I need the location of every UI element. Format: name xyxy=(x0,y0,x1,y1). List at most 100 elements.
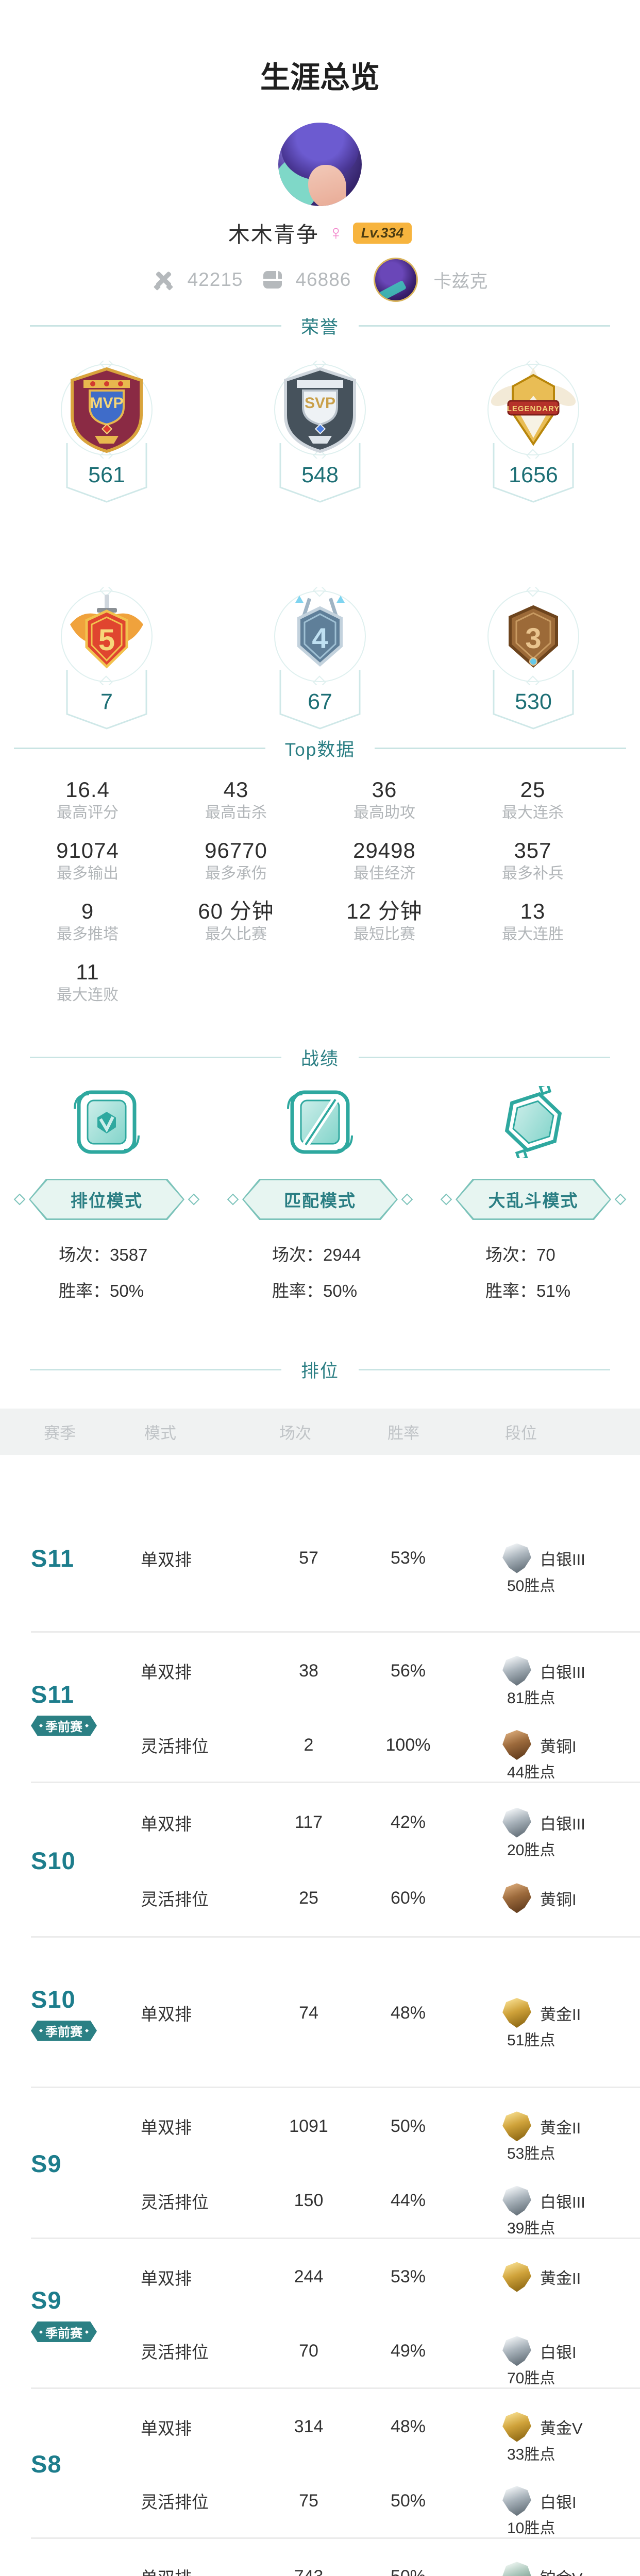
preseason-badge: 季前赛 xyxy=(31,2321,97,2342)
rank-cell: 黄金II 53胜点 xyxy=(460,2111,640,2162)
tier-name: 黄金II xyxy=(540,2119,581,2137)
ornament-circle xyxy=(274,361,366,459)
top-stat: 43 最高击杀 xyxy=(162,778,310,821)
winrate-line: 胜率：50% xyxy=(272,1281,358,1300)
top-stat: 96770 最多承伤 xyxy=(162,839,310,882)
table-row: 单双排 1091 50% 黄金II 53胜点 xyxy=(113,2090,640,2162)
games-cell: 75 xyxy=(299,2490,318,2511)
honor-count: 530 xyxy=(515,689,552,714)
col-mode: 模式 xyxy=(144,1424,176,1443)
gold-tier-icon xyxy=(502,2412,531,2442)
bronze-tier-icon xyxy=(502,1730,531,1760)
silver-tier-icon xyxy=(502,2185,531,2216)
stat-value: 96770 xyxy=(205,838,267,862)
table-row: 单双排 74 48% 黄金II 51胜点 xyxy=(113,1977,640,2049)
mode-cell: 单双排 xyxy=(113,2564,261,2576)
svg-text:SVP: SVP xyxy=(305,395,335,412)
aram-mode-icon xyxy=(504,1086,562,1158)
aram-mode-label: 大乱斗模式 xyxy=(457,1180,610,1218)
count-ribbon xyxy=(279,670,361,730)
ranked-mode-icon xyxy=(74,1090,140,1154)
preseason-badge: 季前赛 xyxy=(31,2020,97,2041)
aram-mode-label-hex: 大乱斗模式 xyxy=(440,1179,627,1220)
honor-count: 561 xyxy=(88,463,125,487)
season-cell: S9 季前赛 xyxy=(0,2239,113,2389)
win-points: 33胜点 xyxy=(507,2446,555,2463)
svg-text:MVP: MVP xyxy=(90,395,123,412)
stat-label: 最大连胜 xyxy=(502,926,564,943)
ranked-mode-stats: 场次：3587 胜率：50% xyxy=(59,1220,155,1300)
stat-label: 最多补兵 xyxy=(502,865,564,882)
silver-tier-icon xyxy=(502,1656,531,1686)
level-badge: Lv.334 xyxy=(352,222,412,244)
favorite-champion-name: 卡兹克 xyxy=(433,271,488,292)
top-stat: 12 分钟 最短比赛 xyxy=(310,900,459,943)
col-season: 赛季 xyxy=(44,1424,76,1443)
ranked-section-header: 排位 xyxy=(0,1358,640,1381)
games-cell: 244 xyxy=(294,2267,324,2287)
player-avatar xyxy=(278,123,362,206)
games-cell: 743 xyxy=(261,2567,357,2576)
winrate-cell: 53% xyxy=(390,1548,426,1568)
season-cell: S9 xyxy=(0,2088,113,2239)
winrate-cell: 48% xyxy=(390,2003,426,2023)
count-ribbon xyxy=(493,443,574,503)
table-row: 灵活排位 150 44% 白银III 39胜点 xyxy=(113,2165,640,2237)
table-row: 单双排 743 50% 铂金V xyxy=(113,2540,640,2576)
gold-tier-icon xyxy=(502,2262,531,2292)
rank-cell: 黄金V 33胜点 xyxy=(460,2412,640,2463)
season-cell: S8 xyxy=(0,2389,113,2539)
games-cell: 74 xyxy=(299,2003,318,2023)
stat-label: 最大连败 xyxy=(57,987,119,1004)
winrate-cell: 50% xyxy=(357,2567,460,2576)
games-cell: 150 xyxy=(294,2191,324,2211)
mode-cell: 灵活排位 xyxy=(141,2493,209,2512)
top-stat: 11 最大连败 xyxy=(13,960,162,1004)
mode-cell: 单双排 xyxy=(141,2118,192,2138)
stat-value: 16.4 xyxy=(65,777,110,802)
stat-label: 最久比赛 xyxy=(205,926,267,943)
tier-name: 铂金V xyxy=(540,2565,583,2576)
rank-cell: 白银III 20胜点 xyxy=(460,1807,640,1859)
stat-label: 最大连杀 xyxy=(502,804,564,821)
kills-icon xyxy=(153,269,174,291)
season-label: S9 xyxy=(31,2286,62,2314)
tier-name: 黄铜I xyxy=(540,1890,577,1909)
mode-cell: 单双排 xyxy=(141,2268,192,2288)
mode-cell: 灵活排位 xyxy=(141,2343,209,2362)
stat-value: 60 分钟 xyxy=(198,899,274,923)
divider-line xyxy=(359,1056,610,1058)
tier-name: 黄铜I xyxy=(540,1737,577,1756)
win-points: 10胜点 xyxy=(507,2520,555,2537)
top-data-section-header: Top数据 xyxy=(0,737,640,760)
profile-stats-row: 42215 46886 卡兹克 xyxy=(0,257,640,303)
tier-name: 白银I xyxy=(540,2343,577,2362)
mode-cell: 单双排 xyxy=(141,2005,192,2024)
honor-count: 67 xyxy=(308,689,332,714)
table-row: 单双排 57 53% 白银III 50胜点 xyxy=(113,1522,640,1595)
count-ribbon xyxy=(66,670,147,730)
stat-label: 最多输出 xyxy=(57,865,119,882)
stat-value: 11 xyxy=(76,960,99,984)
ranked-mode-card: 排位模式 场次：3587 胜率：50% xyxy=(0,1086,213,1300)
player-name: 木木青争 xyxy=(228,222,319,247)
ranked-mode-label-hex: 排位模式 xyxy=(13,1179,200,1220)
kills-count: 42215 xyxy=(187,269,243,290)
season-label: S11 xyxy=(31,1545,75,1572)
rank-cell: 白银III 50胜点 xyxy=(460,1543,640,1595)
season-group-s9: S9 单双排 1091 50% 黄金II 53胜点 灵活排位 150 44% 白… xyxy=(0,2088,640,2239)
tier-name: 白银III xyxy=(540,1815,585,1834)
win-points: 39胜点 xyxy=(507,2219,555,2237)
divider-line xyxy=(359,325,610,327)
svg-text:5: 5 xyxy=(98,623,115,657)
games-cell: 70 xyxy=(299,2341,318,2361)
divider-line xyxy=(13,747,265,749)
diamond-ornament xyxy=(13,1193,26,1206)
stat-label: 最多承伤 xyxy=(205,865,267,882)
season-group-s9-preseason: S9 季前赛 单双排 244 53% 黄金II 灵活排位 70 49% 白银I … xyxy=(0,2239,640,2389)
top-stat: 36 最高助攻 xyxy=(310,778,459,821)
winrate-cell: 50% xyxy=(390,2490,426,2511)
ornament-circle xyxy=(487,587,579,685)
svg-text:4: 4 xyxy=(312,622,328,654)
mode-cell: 单双排 xyxy=(141,1663,192,1682)
